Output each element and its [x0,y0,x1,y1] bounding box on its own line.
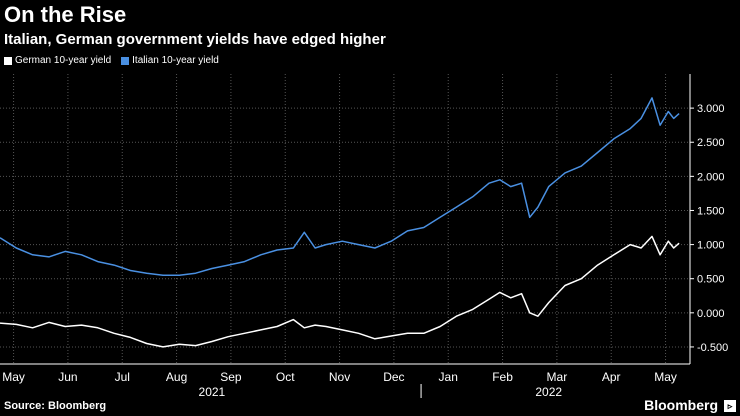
y-tick-label: 1.500 [697,205,725,217]
series-line-italian [0,97,680,277]
legend-item-german: German 10-year yield [4,55,111,66]
bloomberg-terminal-icon: ▹ [724,400,736,412]
x-tick-label: Dec [383,370,404,384]
legend-item-italian: Italian 10-year yield [121,55,219,66]
chart-subtitle: Italian, German government yields have e… [4,31,386,48]
legend-swatch-german [4,56,12,65]
legend-swatch-italian [121,56,130,65]
chart-title: On the Rise [4,2,127,27]
x-tick-label: Oct [276,370,295,384]
y-tick-label: 1.000 [697,240,725,252]
bloomberg-logo: Bloomberg [644,397,718,413]
y-tick-label: -0.500 [697,342,728,354]
year-label: 2022 [535,385,562,399]
y-tick-label: 2.000 [697,171,725,183]
y-tick-label: 2.500 [697,137,725,149]
x-tick-label: Jun [58,370,77,384]
x-tick-label: May [2,370,25,384]
y-tick-label: 0.000 [697,308,725,320]
source-note: Source: Bloomberg [4,400,107,412]
x-tick-label: Aug [166,370,187,384]
x-tick-label: Apr [602,370,621,384]
legend-label-german: German 10-year yield [15,55,112,66]
x-tick-label: Nov [329,370,350,384]
y-tick-label: 0.500 [697,274,725,286]
x-tick-label: Jan [439,370,458,384]
chart-legend: German 10-year yield Italian 10-year yie… [4,55,219,66]
x-tick-label: Mar [547,370,568,384]
x-tick-label: Jul [115,370,130,384]
legend-label-italian: Italian 10-year yield [132,55,219,66]
series-line-german [0,235,680,348]
x-tick-label: Feb [492,370,513,384]
x-tick-label: Sep [220,370,242,384]
year-label: 2021 [199,385,226,399]
x-tick-label: May [654,370,677,384]
y-tick-label: 3.000 [697,103,725,115]
